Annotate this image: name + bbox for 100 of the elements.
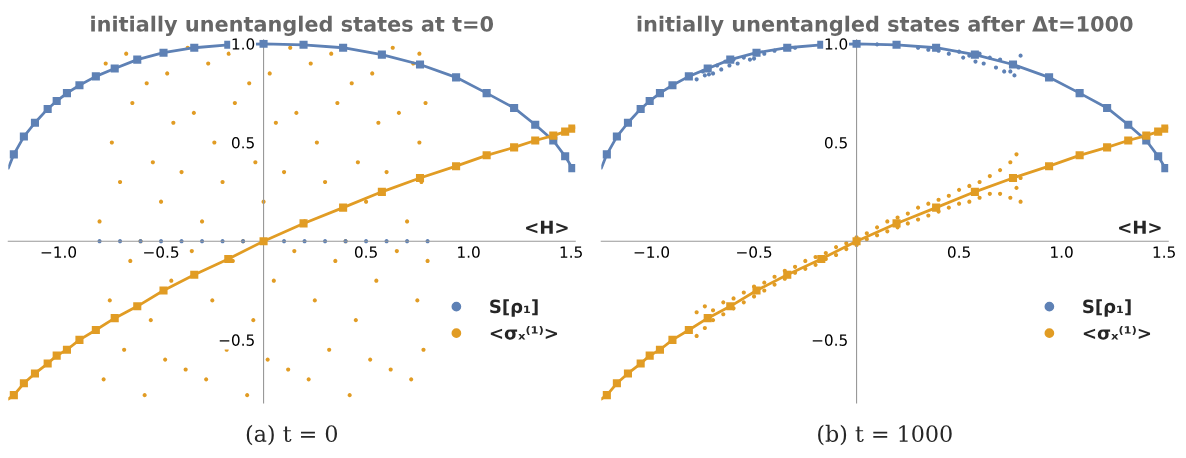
point bbox=[684, 325, 693, 335]
point bbox=[377, 50, 386, 59]
legend-label: <σₓ⁽¹⁾> bbox=[1083, 325, 1151, 340]
point bbox=[62, 89, 71, 98]
point bbox=[970, 187, 979, 196]
point bbox=[224, 254, 233, 263]
point bbox=[612, 132, 621, 141]
text: (b) t = 1000 bbox=[818, 424, 952, 446]
point bbox=[1002, 69, 1007, 74]
point bbox=[339, 43, 348, 52]
point bbox=[1103, 143, 1112, 152]
point bbox=[817, 254, 826, 263]
x-tick-label: −0.5 bbox=[144, 246, 179, 258]
point bbox=[190, 43, 199, 52]
point bbox=[1142, 131, 1151, 140]
point bbox=[75, 335, 84, 344]
point bbox=[1045, 162, 1054, 171]
point bbox=[377, 187, 386, 196]
point bbox=[339, 203, 348, 212]
point bbox=[91, 72, 100, 81]
point bbox=[30, 369, 40, 378]
point bbox=[655, 89, 664, 98]
x-tick-label: 0.5 bbox=[354, 246, 377, 258]
point bbox=[602, 150, 611, 159]
point bbox=[30, 118, 40, 127]
point bbox=[52, 96, 61, 106]
point bbox=[946, 51, 951, 56]
x-tick-label: 1.5 bbox=[1153, 246, 1175, 258]
x-tick-label: 1.0 bbox=[458, 246, 480, 258]
point bbox=[259, 237, 268, 246]
point bbox=[1008, 173, 1018, 183]
point bbox=[110, 314, 119, 323]
point bbox=[568, 124, 576, 133]
x-axis-title: <H> bbox=[526, 220, 568, 234]
y-tick-label: 1.0 bbox=[825, 38, 848, 50]
point bbox=[684, 72, 693, 81]
point bbox=[75, 81, 84, 90]
point bbox=[159, 48, 168, 57]
point bbox=[482, 89, 491, 98]
point bbox=[703, 314, 712, 323]
x-tick-label: 1.0 bbox=[1051, 246, 1073, 258]
point bbox=[852, 237, 861, 246]
point bbox=[602, 391, 611, 400]
point bbox=[726, 302, 735, 311]
point bbox=[19, 379, 28, 388]
point bbox=[892, 40, 901, 49]
point bbox=[452, 162, 461, 171]
legend-label: <σₓ⁽¹⁾> bbox=[490, 325, 558, 340]
point bbox=[159, 286, 168, 295]
legend-label: S[ρ₁] bbox=[490, 299, 538, 317]
text: (a) t = 0 bbox=[246, 424, 338, 446]
point bbox=[892, 219, 901, 228]
point bbox=[1008, 60, 1018, 69]
point bbox=[482, 151, 491, 160]
point bbox=[961, 55, 966, 60]
point bbox=[1161, 164, 1169, 173]
y-tick-label: 1.0 bbox=[232, 38, 255, 50]
point bbox=[452, 73, 461, 82]
point bbox=[568, 164, 576, 173]
x-tick-label: −1.0 bbox=[634, 246, 670, 258]
point bbox=[299, 40, 308, 49]
y-tick-label: −0.5 bbox=[219, 334, 254, 346]
x-tick-label: 1.5 bbox=[560, 246, 582, 258]
point bbox=[1161, 124, 1169, 133]
x-tick-label: −0.5 bbox=[737, 246, 772, 258]
point bbox=[694, 77, 699, 82]
point bbox=[43, 104, 52, 113]
point bbox=[636, 359, 645, 368]
point bbox=[9, 391, 18, 400]
point bbox=[43, 359, 52, 368]
point bbox=[531, 120, 540, 129]
point bbox=[747, 57, 753, 62]
point bbox=[783, 43, 792, 52]
point bbox=[9, 150, 18, 159]
point bbox=[719, 67, 724, 72]
point bbox=[623, 118, 632, 127]
point bbox=[636, 104, 645, 113]
point bbox=[726, 55, 735, 64]
point bbox=[1075, 151, 1084, 160]
point bbox=[645, 96, 654, 106]
legend-label: S[ρ₁] bbox=[1083, 299, 1131, 317]
point bbox=[133, 55, 142, 64]
point bbox=[710, 71, 716, 76]
point bbox=[531, 136, 540, 145]
point bbox=[852, 39, 861, 48]
point bbox=[645, 351, 654, 360]
point bbox=[549, 131, 558, 140]
point bbox=[751, 56, 757, 61]
chart-title: initially unentangled states at t=0 bbox=[91, 15, 494, 37]
point bbox=[510, 143, 519, 152]
y-tick-label: −0.5 bbox=[812, 334, 847, 346]
point bbox=[1103, 103, 1112, 112]
point bbox=[668, 335, 677, 344]
point bbox=[1154, 152, 1163, 161]
point bbox=[52, 351, 61, 360]
point bbox=[783, 270, 792, 279]
point bbox=[973, 59, 978, 64]
point bbox=[190, 270, 199, 279]
point bbox=[110, 64, 119, 73]
point bbox=[91, 325, 100, 335]
